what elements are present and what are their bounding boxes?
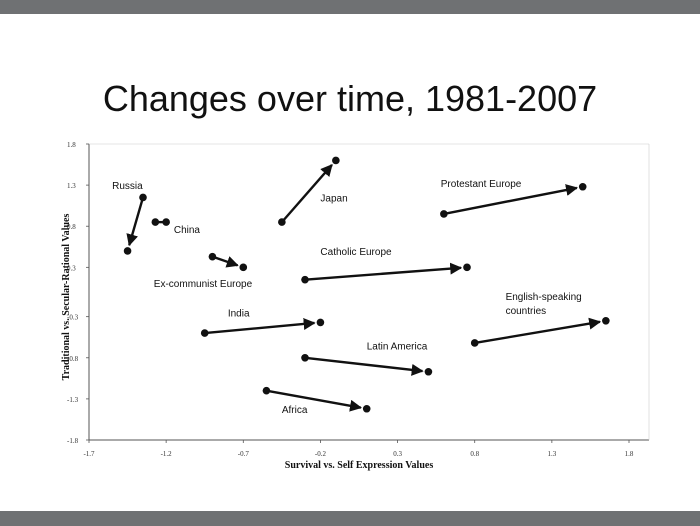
latin-america-end-point — [424, 367, 433, 376]
india-end-point — [316, 318, 325, 327]
y-tick-label: -0.8 — [67, 355, 79, 363]
india-label: India — [228, 309, 250, 320]
protestant-europe-end-point — [578, 182, 587, 191]
x-tick-label: 1.8 — [625, 450, 634, 458]
ex-communist-europe-end-point — [239, 263, 248, 272]
ex-communist-europe-label: Ex-communist Europe — [154, 279, 253, 290]
japan-start-point — [278, 218, 286, 226]
india-arrow — [204, 317, 316, 335]
x-tick-label: -1.2 — [161, 450, 173, 458]
russia-label: Russia — [112, 181, 143, 192]
protestant-europe-label: Protestant Europe — [441, 179, 522, 190]
y-tick-label: 0.8 — [67, 223, 76, 231]
catholic-europe-label: Catholic Europe — [320, 247, 392, 258]
catholic-europe-start-point — [301, 275, 309, 284]
english-speaking-countries-start-point — [470, 339, 479, 347]
india-start-point — [200, 329, 209, 337]
y-axis-label: Traditional vs. Secular-Rational Values — [61, 214, 72, 381]
china-start-point — [162, 218, 170, 226]
catholic-europe-arrow — [304, 262, 463, 281]
japan-arrow — [280, 164, 333, 223]
latin-america-label: Latin America — [367, 342, 428, 353]
africa-end-point — [362, 404, 371, 413]
y-tick-label: 1.3 — [67, 182, 76, 190]
africa-label: Africa — [282, 405, 308, 416]
x-tick-label: -0.2 — [315, 450, 327, 458]
english-speaking-countries-arrow — [474, 317, 602, 345]
x-tick-label: 1.3 — [547, 450, 556, 458]
y-tick-label: -0.3 — [67, 314, 79, 322]
catholic-europe-end-point — [463, 263, 471, 272]
china-end-point — [151, 218, 160, 226]
china-label: China — [174, 225, 201, 236]
slide-title: Changes over time, 1981-2007 — [102, 78, 598, 119]
latin-america-start-point — [301, 353, 309, 362]
y-tick-label: 0.3 — [67, 264, 76, 272]
y-tick-label: -1.8 — [67, 437, 79, 445]
x-tick-label: -1.7 — [83, 450, 95, 458]
english-speaking-countries-label: countries — [506, 306, 547, 317]
latin-america-arrow — [304, 356, 424, 376]
africa-start-point — [262, 386, 271, 395]
africa-arrow — [266, 389, 362, 412]
english-speaking-countries-end-point — [602, 316, 610, 325]
x-tick-label: 0.8 — [470, 450, 479, 458]
y-tick-label: 1.8 — [67, 141, 76, 149]
slide — [0, 14, 700, 511]
russia-end-point — [123, 247, 132, 255]
protestant-europe-arrow — [443, 184, 579, 216]
russia-arrow — [126, 197, 145, 247]
ex-communist-europe-start-point — [208, 252, 217, 261]
ex-communist-europe-arrow — [212, 255, 239, 268]
y-tick-label: -1.3 — [67, 396, 79, 404]
japan-label: Japan — [320, 194, 347, 205]
russia-start-point — [139, 193, 147, 202]
x-tick-label: -0.7 — [238, 450, 250, 458]
protestant-europe-start-point — [440, 210, 448, 218]
english-speaking-countries-label: English-speaking — [506, 292, 582, 303]
x-axis-label: Survival vs. Self Expression Values — [285, 460, 434, 471]
japan-end-point — [332, 156, 340, 165]
x-tick-label: 0.3 — [393, 450, 402, 458]
